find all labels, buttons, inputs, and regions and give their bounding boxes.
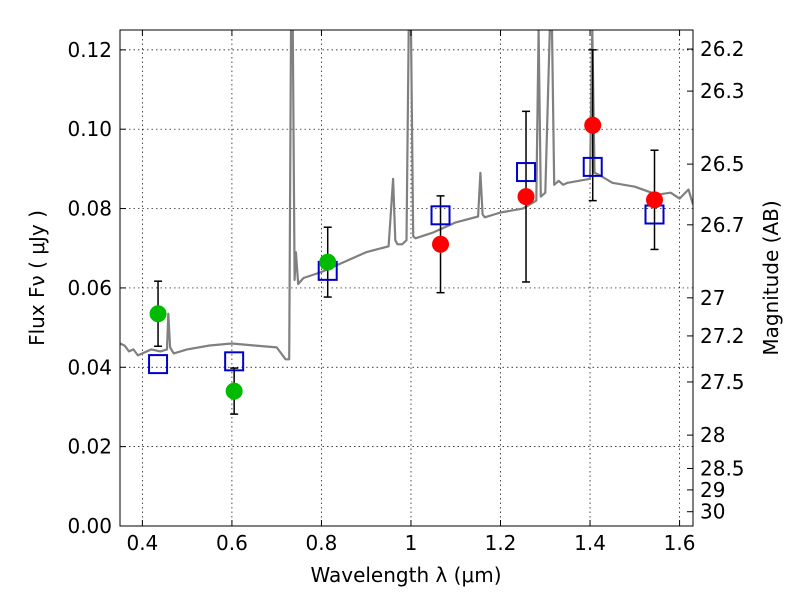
y-tick-label: 0.08 <box>67 197 112 221</box>
right-tick-label: 30 <box>700 500 725 524</box>
grid-lines <box>120 30 693 526</box>
square-marker <box>430 205 451 226</box>
y-tick-label: 0.06 <box>67 276 112 300</box>
square-marker <box>148 354 169 375</box>
circle-marker <box>225 382 243 400</box>
data-markers <box>148 116 665 400</box>
right-axis-title: Magnitude (AB) <box>759 200 783 355</box>
circle-marker <box>646 191 664 209</box>
y-tick-label: 0.04 <box>67 355 112 379</box>
circle-marker <box>149 305 167 323</box>
right-tick-label: 26.2 <box>700 37 745 61</box>
y-tick-label: 0.12 <box>67 38 112 62</box>
circle-marker <box>584 116 602 134</box>
right-tick-label: 28 <box>700 423 725 447</box>
right-tick-label: 27.2 <box>700 324 745 348</box>
x-tick-label: 1.2 <box>485 531 517 555</box>
y-tick-label: 0.02 <box>67 435 112 459</box>
right-tick-label: 26.3 <box>700 79 745 103</box>
square-marker <box>224 351 245 372</box>
x-axis-title: Wavelength λ (μm) <box>310 563 501 587</box>
x-tick-label: 0.4 <box>126 531 158 555</box>
plot-frame <box>119 29 694 527</box>
spectrum-polyline <box>120 30 693 361</box>
circle-marker <box>432 235 450 253</box>
x-tick-label: 1.6 <box>664 531 696 555</box>
square-marker <box>516 162 537 183</box>
right-tick-label: 26.7 <box>700 213 745 237</box>
y-tick-label: 0.00 <box>67 514 112 538</box>
x-tick-label: 1 <box>405 531 418 555</box>
y-tick-label: 0.10 <box>67 117 112 141</box>
y-axis-title: Flux Fν ( μJy ) <box>25 210 49 346</box>
right-tick-label: 28.5 <box>700 456 745 480</box>
spectrum-line <box>120 30 693 361</box>
right-tick-label: 29 <box>700 478 725 502</box>
x-tick-label: 0.6 <box>216 531 248 555</box>
square-marker <box>582 156 603 177</box>
right-tick-label: 26.5 <box>700 152 745 176</box>
x-tick-label: 0.8 <box>306 531 338 555</box>
y-axis-ticks: 0.00 0.02 0.04 0.06 0.08 0.10 0.12 <box>67 38 126 538</box>
x-axis-ticks: 0.4 0.6 0.8 1 1.2 1.4 1.6 <box>126 30 695 555</box>
right-tick-label: 27.5 <box>700 370 745 394</box>
circle-marker <box>517 188 535 206</box>
x-tick-label: 1.4 <box>574 531 606 555</box>
right-tick-label: 27 <box>700 286 725 310</box>
circle-marker <box>319 253 337 271</box>
